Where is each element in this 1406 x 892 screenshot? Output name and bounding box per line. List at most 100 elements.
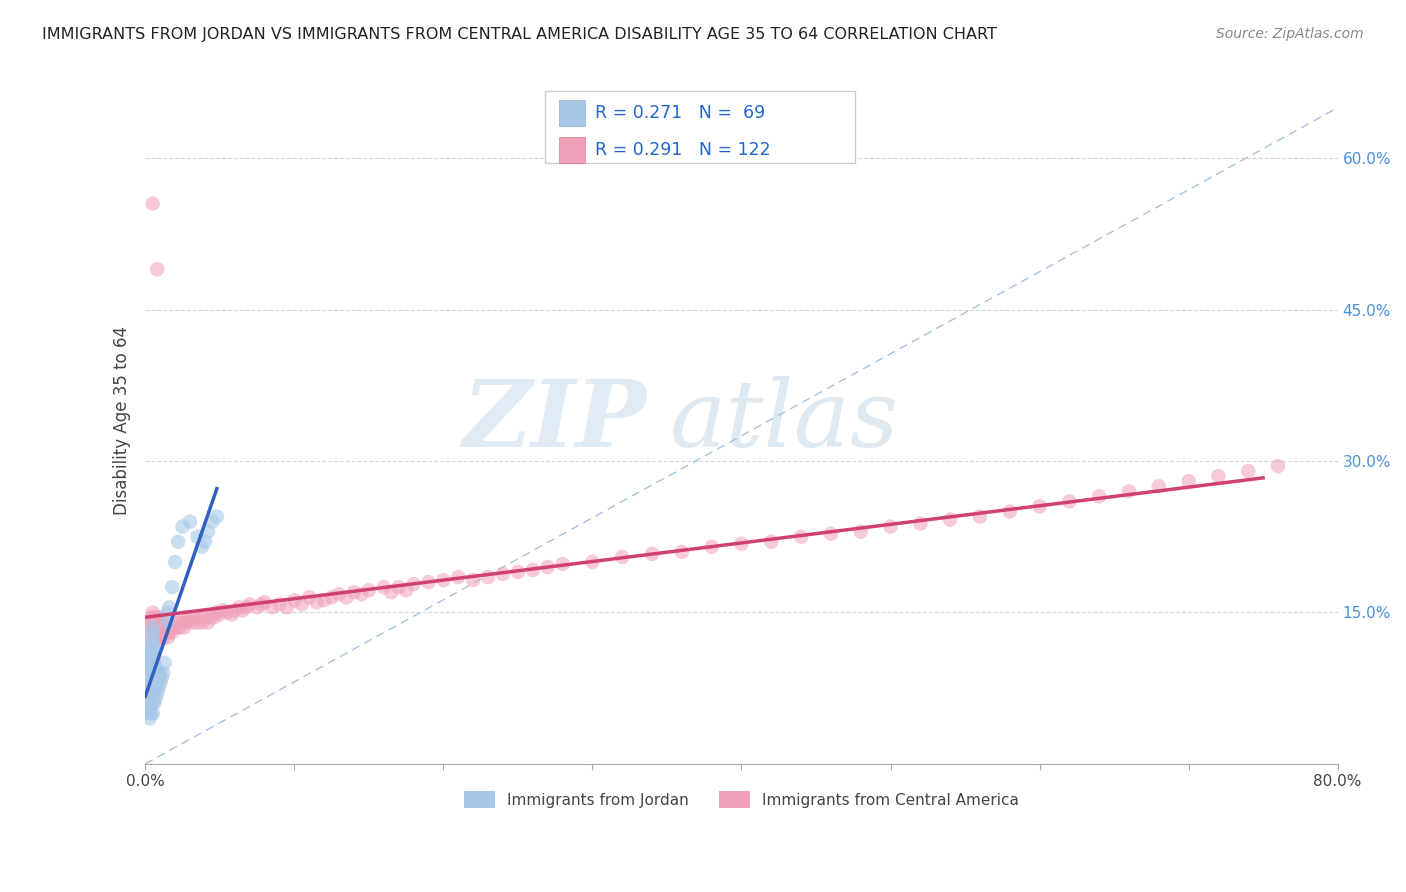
Point <box>148 671 170 685</box>
Point <box>492 567 515 582</box>
Point <box>139 701 162 715</box>
Point <box>172 615 194 630</box>
Point <box>205 606 228 620</box>
Point <box>142 625 165 640</box>
Text: IMMIGRANTS FROM JORDAN VS IMMIGRANTS FROM CENTRAL AMERICA DISABILITY AGE 35 TO 6: IMMIGRANTS FROM JORDAN VS IMMIGRANTS FRO… <box>42 27 997 42</box>
Point <box>179 515 201 529</box>
Point <box>1028 500 1050 514</box>
Point <box>143 621 166 635</box>
Point <box>141 686 163 700</box>
Point <box>142 686 165 700</box>
Point <box>148 615 170 630</box>
Point <box>139 625 162 640</box>
Point <box>283 593 305 607</box>
Point <box>395 583 418 598</box>
Point <box>194 534 217 549</box>
Text: R = 0.291   N = 122: R = 0.291 N = 122 <box>595 141 770 160</box>
Point <box>146 676 169 690</box>
Point <box>145 615 167 630</box>
Point <box>145 661 167 675</box>
Point <box>208 607 231 622</box>
Point <box>142 676 165 690</box>
Point <box>142 636 165 650</box>
Point <box>191 615 214 630</box>
Point <box>260 600 283 615</box>
Point <box>253 595 276 609</box>
Point <box>506 565 529 579</box>
Point <box>139 661 162 675</box>
Point <box>176 615 198 630</box>
Point <box>136 665 159 680</box>
Point <box>276 600 298 615</box>
Point <box>447 570 470 584</box>
Point <box>849 524 872 539</box>
Point <box>157 625 180 640</box>
Point <box>148 681 170 695</box>
Point <box>173 621 195 635</box>
Point <box>143 646 166 660</box>
Point <box>153 656 176 670</box>
Point <box>200 610 222 624</box>
Point <box>142 706 165 721</box>
Point <box>201 515 224 529</box>
Point <box>418 575 440 590</box>
Point <box>142 656 165 670</box>
Point <box>186 615 208 630</box>
Point <box>402 577 425 591</box>
Point <box>522 563 544 577</box>
Point <box>139 640 162 655</box>
Point <box>1088 489 1111 503</box>
Point <box>174 610 197 624</box>
Point <box>269 598 291 612</box>
Point <box>328 587 350 601</box>
Point <box>321 591 343 605</box>
Point <box>205 509 228 524</box>
Point <box>1059 494 1081 508</box>
Point <box>246 600 269 615</box>
Point <box>145 625 167 640</box>
Point <box>1118 484 1140 499</box>
Point <box>157 600 180 615</box>
Text: Source: ZipAtlas.com: Source: ZipAtlas.com <box>1216 27 1364 41</box>
Point <box>167 615 190 630</box>
Point <box>730 537 752 551</box>
Point <box>141 636 163 650</box>
Point <box>159 621 181 635</box>
Point <box>142 636 165 650</box>
Point <box>641 547 664 561</box>
Bar <box>560 100 585 126</box>
Text: atlas: atlas <box>669 376 900 466</box>
Point <box>145 681 167 695</box>
Point <box>136 696 159 710</box>
Point <box>139 646 162 660</box>
Point <box>136 631 159 645</box>
Point <box>145 691 167 706</box>
Point <box>194 610 217 624</box>
Point <box>388 580 411 594</box>
Point <box>432 573 454 587</box>
Bar <box>560 137 585 163</box>
Point <box>143 696 166 710</box>
Point <box>146 610 169 624</box>
Point <box>879 519 901 533</box>
Point <box>1267 458 1289 473</box>
Point <box>211 603 233 617</box>
Point <box>612 549 634 564</box>
Point <box>357 583 380 598</box>
Point <box>141 656 163 670</box>
Point <box>142 646 165 660</box>
Point <box>221 607 243 622</box>
Point <box>141 610 163 624</box>
Point <box>139 615 162 630</box>
Point <box>136 706 159 721</box>
Point <box>183 610 205 624</box>
Point <box>998 504 1021 518</box>
Point <box>141 621 163 635</box>
Point <box>197 615 219 630</box>
Point <box>239 598 262 612</box>
Point <box>149 621 172 635</box>
Point <box>190 610 212 624</box>
Point <box>298 591 321 605</box>
Point <box>1237 464 1260 478</box>
Point <box>142 606 165 620</box>
